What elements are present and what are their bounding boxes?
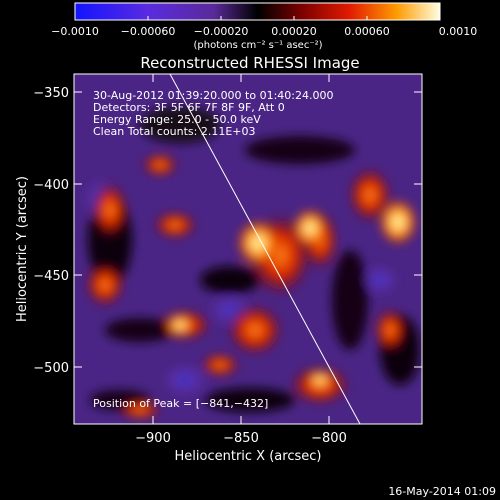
axis-ticks <box>74 74 422 424</box>
y-tick-label: −350 <box>33 86 69 101</box>
plot-title: Reconstructed RHESSI Image <box>140 54 359 72</box>
y-tick-label: −500 <box>33 361 69 376</box>
x-tick-label: −900 <box>135 431 171 446</box>
x-tick-label: −800 <box>311 431 347 446</box>
colorbar-unit-label: (photons cm⁻² s⁻¹ asec⁻²) <box>193 40 322 51</box>
colorbar-tick-label: −0.0010 <box>51 25 99 38</box>
annotation-peak-position: Position of Peak = [−841,−432] <box>93 397 268 410</box>
colorbar-tick-label: −0.00020 <box>194 25 249 38</box>
annotation-energy-range: Energy Range: 25.0 - 50.0 keV <box>93 113 261 126</box>
annotation-time-range: 30-Aug-2012 01:39:20.000 to 01:40:24.000 <box>93 89 334 102</box>
y-tick-label: −400 <box>33 178 69 193</box>
colorbar-tick-label: 0.0010 <box>439 25 478 38</box>
colorbar-tick-label: 0.00060 <box>344 25 390 38</box>
plot-frame <box>73 73 423 425</box>
colorbar-ticks <box>74 16 441 20</box>
colorbar <box>74 2 441 21</box>
x-tick-label: −850 <box>223 431 259 446</box>
y-tick-label: −450 <box>33 269 69 284</box>
rhessi-image-map <box>74 74 422 424</box>
footer-date: 16-May-2014 01:09 <box>388 485 496 498</box>
solar-limb-line <box>169 74 361 424</box>
annotation-clean-counts: Clean Total counts: 2.11E+03 <box>93 125 256 138</box>
colorbar-tick-label: 0.00020 <box>271 25 317 38</box>
x-axis-label: Heliocentric X (arcsec) <box>175 449 322 464</box>
colorbar-tick-label: −0.00060 <box>121 25 176 38</box>
y-axis-label: Heliocentric Y (arcsec) <box>15 176 30 322</box>
annotation-detectors: Detectors: 3F 5F 6F 7F 8F 9F, Att 0 <box>93 101 285 114</box>
